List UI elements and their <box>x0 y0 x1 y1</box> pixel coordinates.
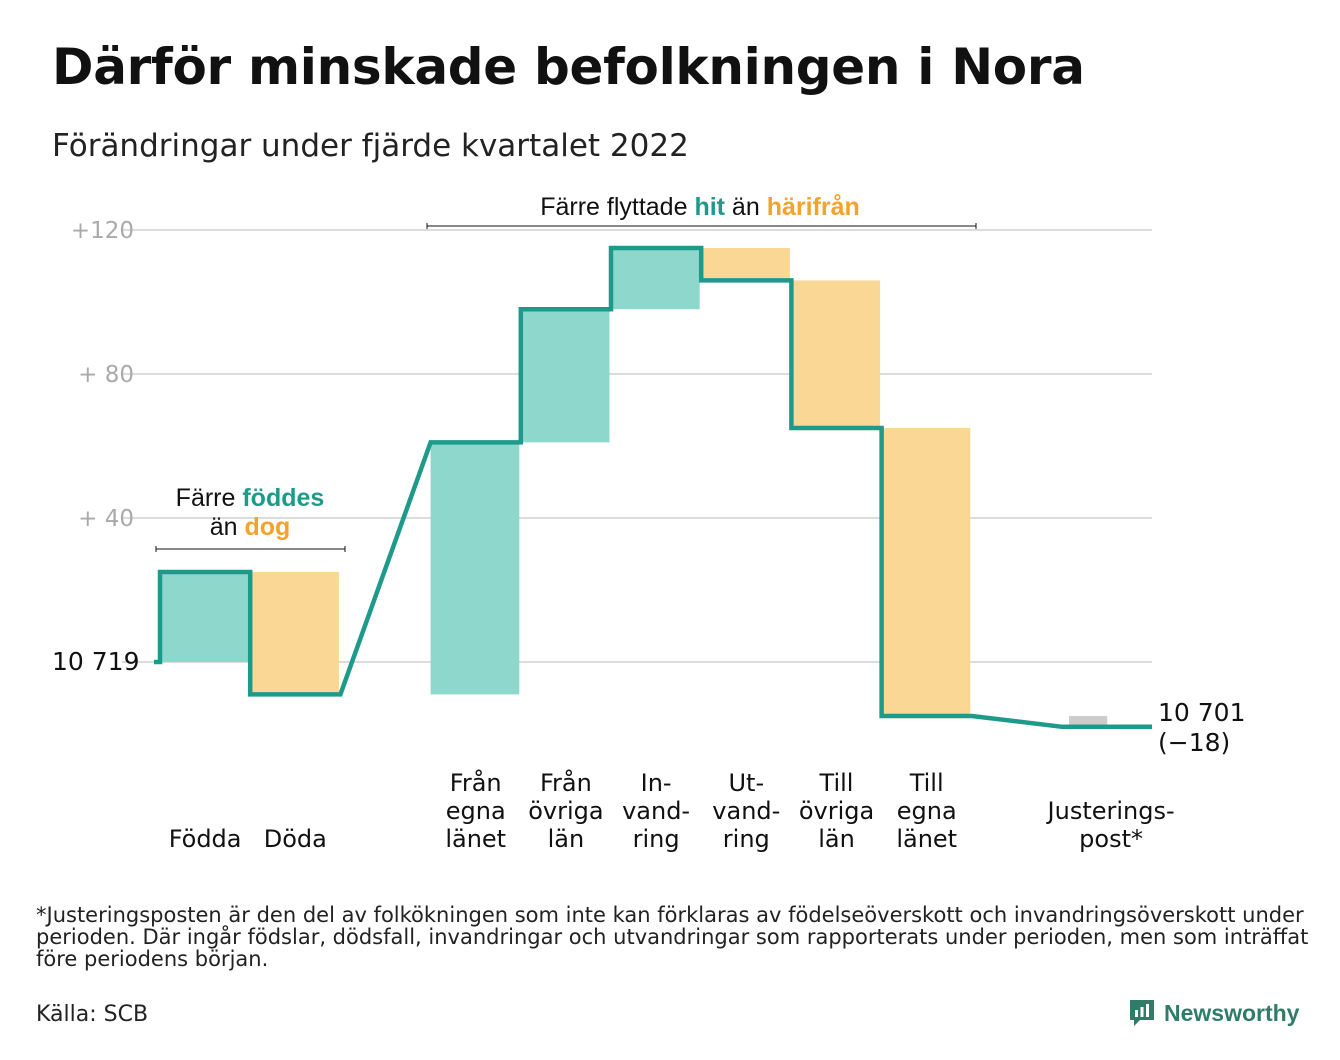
newsworthy-logo: Newsworthy <box>1128 998 1299 1028</box>
category-label: egna <box>446 797 506 825</box>
category-label: egna <box>897 797 957 825</box>
category-label: län <box>818 825 855 853</box>
bars <box>160 248 1108 725</box>
category-label: Från <box>450 768 502 797</box>
bar <box>1069 716 1108 725</box>
migration-annotation-text: Färre flyttade <box>540 193 694 221</box>
newsworthy-logo-icon <box>1130 1000 1154 1026</box>
births-annotation-text: än <box>210 513 245 541</box>
bar <box>881 428 971 716</box>
waterfall-chart: + 40 + 80 +120 10 719 10 701(−18) Födda Döda F… <box>52 193 1245 853</box>
bar <box>701 248 790 281</box>
category-label: Till <box>909 769 944 797</box>
y-tick-label: + 40 <box>78 506 134 532</box>
category-label: Från <box>540 768 592 797</box>
births-annotation-highlight: dog <box>244 513 290 541</box>
bar <box>791 280 881 428</box>
migration-annotation-highlight: hit <box>694 193 725 221</box>
category-label: Till <box>819 769 854 797</box>
migration-annotation-text: än <box>725 193 767 221</box>
category-label: län <box>548 825 585 853</box>
category-label: länet <box>896 825 957 853</box>
bar <box>430 442 520 695</box>
y-tick-label: +120 <box>71 218 134 244</box>
category-label: ring <box>633 825 680 853</box>
category-label: Födda <box>169 825 242 853</box>
start-value-label: 10 719 <box>52 647 139 676</box>
running-total-line <box>154 245 1152 730</box>
category-label: Döda <box>264 825 327 853</box>
footnote: *Justeringsposten är den del av folkökni… <box>36 903 1309 971</box>
migration-annotation-highlight: härifrån <box>767 193 860 221</box>
category-label: vand- <box>622 797 690 825</box>
logo-text: Newsworthy <box>1164 999 1300 1026</box>
bar <box>160 572 249 662</box>
births-annotation-highlight: föddes <box>242 484 324 512</box>
category-label: länet <box>445 825 506 853</box>
category-label: ring <box>723 825 770 853</box>
births-annotation-text: Färre <box>176 484 243 512</box>
bar <box>611 248 700 310</box>
chart-subtitle: Förändringar under fjärde kvartalet 2022 <box>52 128 689 164</box>
end-value-label: 10 701 <box>1158 698 1245 727</box>
births-annotation-line2: än dog <box>210 513 291 541</box>
migration-annotation: Färre flyttade hit än härifrån <box>540 193 860 221</box>
category-label: post* <box>1079 825 1143 853</box>
bar <box>520 309 610 443</box>
category-label: Ut- <box>728 769 764 797</box>
category-label: In- <box>641 769 672 797</box>
running-total-path <box>154 245 1152 730</box>
births-annotation-line1: Färre föddes <box>176 484 325 512</box>
category-label: övriga <box>528 797 603 825</box>
source-label: Källa: SCB <box>36 1002 149 1027</box>
category-label: vand- <box>712 797 780 825</box>
y-tick-label: + 80 <box>78 362 134 388</box>
end-change-label: (−18) <box>1158 728 1230 757</box>
category-label: Justerings- <box>1046 797 1175 825</box>
category-label: övriga <box>799 797 874 825</box>
chart-title: Därför minskade befolkningen i Nora <box>52 38 1085 96</box>
bar <box>250 572 339 695</box>
